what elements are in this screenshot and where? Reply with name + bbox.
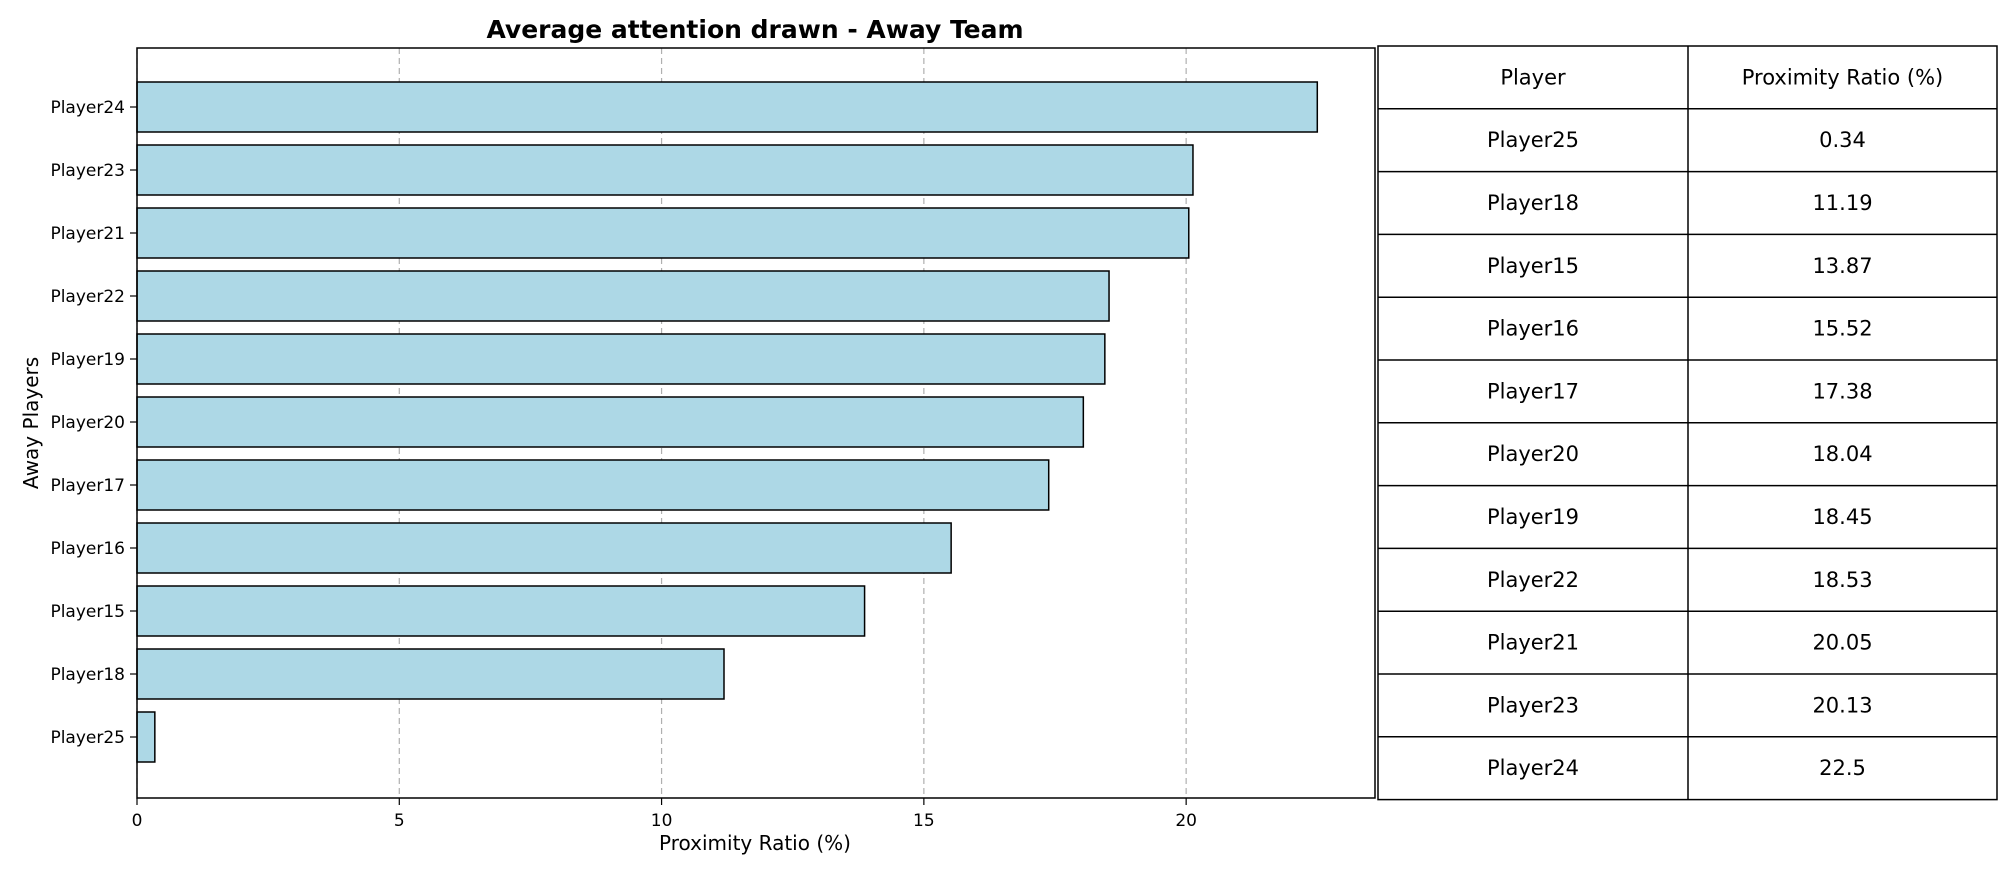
table-cell: 18.53 xyxy=(1812,568,1872,592)
bar-player22 xyxy=(136,270,1110,322)
chart-title: Average attention drawn - Away Team xyxy=(486,15,1023,44)
y-tick-label: Player18 xyxy=(50,665,125,685)
bar-player16 xyxy=(136,522,952,574)
x-tick-label: 5 xyxy=(394,811,405,831)
y-tick-label: Player15 xyxy=(50,602,125,622)
table-cell: Player21 xyxy=(1487,631,1579,655)
x-tick-label: 20 xyxy=(1175,811,1197,831)
y-tick-label: Player25 xyxy=(50,728,125,748)
y-tick-label: Player22 xyxy=(50,287,125,307)
x-tick-label: 0 xyxy=(132,811,143,831)
table-cell: Player23 xyxy=(1487,693,1579,717)
table-cell: Player15 xyxy=(1487,254,1579,278)
bars xyxy=(136,81,1319,763)
plot-frame xyxy=(136,47,1376,799)
table-cell: 17.38 xyxy=(1812,379,1872,403)
bar-player20 xyxy=(136,396,1085,448)
y-tick-label: Player24 xyxy=(50,98,125,118)
table-cell: Player24 xyxy=(1487,756,1579,780)
table-cell: Player19 xyxy=(1487,505,1579,529)
table-cell: 13.87 xyxy=(1812,254,1872,278)
y-tick-label: Player17 xyxy=(50,476,125,496)
table-cell: 20.05 xyxy=(1812,631,1872,655)
x-axis-label: Proximity Ratio (%) xyxy=(659,831,851,855)
table-cell: 22.5 xyxy=(1819,756,1866,780)
table-cell: Player22 xyxy=(1487,568,1579,592)
y-tick-label: Player19 xyxy=(50,350,125,370)
bar-player21 xyxy=(136,207,1190,259)
table-cell: 0.34 xyxy=(1819,128,1866,152)
table-header-cell: Player xyxy=(1500,65,1566,89)
table-cell: 20.13 xyxy=(1812,693,1872,717)
table-cell: 15.52 xyxy=(1812,317,1872,341)
bar-player18 xyxy=(136,648,725,700)
y-tick-label: Player20 xyxy=(50,413,125,433)
y-tick-label: Player23 xyxy=(50,161,125,181)
y-tick-label: Player16 xyxy=(50,539,125,559)
table-cell: Player17 xyxy=(1487,379,1579,403)
x-tick-label: 15 xyxy=(913,811,935,831)
x-tick-label: 10 xyxy=(651,811,673,831)
table-cell: 11.19 xyxy=(1812,191,1872,215)
axis-ticks: 0 5 10 15 20 Player24 Player23 Player21 Player22… xyxy=(50,98,1197,831)
table-cell: Player25 xyxy=(1487,128,1579,152)
table-cell: Player16 xyxy=(1487,317,1579,341)
bar-player23 xyxy=(136,144,1194,196)
table-cell: Player20 xyxy=(1487,442,1579,466)
y-tick-label: Player21 xyxy=(50,224,125,244)
data-table: Player Proximity Ratio (%) Player25 0.34 Pla… xyxy=(1377,45,1998,801)
bar-player15 xyxy=(136,585,866,637)
table-cell: 18.45 xyxy=(1812,505,1872,529)
table-cell: 18.04 xyxy=(1812,442,1872,466)
bar-player25 xyxy=(136,711,156,763)
bar-player19 xyxy=(136,333,1106,385)
bar-player24 xyxy=(136,81,1319,133)
bar-player17 xyxy=(136,459,1050,511)
table-cell: Player18 xyxy=(1487,191,1579,215)
y-axis-label: Away Players xyxy=(19,357,43,489)
table-header-cell: Proximity Ratio (%) xyxy=(1742,65,1944,89)
